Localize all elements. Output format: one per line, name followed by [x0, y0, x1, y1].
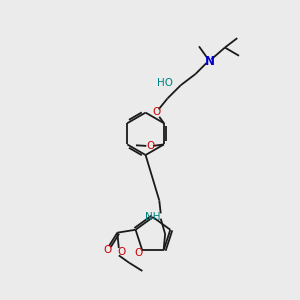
Text: NH: NH — [145, 212, 160, 222]
Text: O: O — [152, 107, 160, 117]
Text: O: O — [134, 248, 142, 258]
Text: O: O — [147, 141, 155, 151]
Text: O: O — [103, 245, 112, 255]
Text: N: N — [205, 55, 215, 68]
Text: O: O — [117, 248, 125, 257]
Text: HO: HO — [157, 78, 172, 88]
